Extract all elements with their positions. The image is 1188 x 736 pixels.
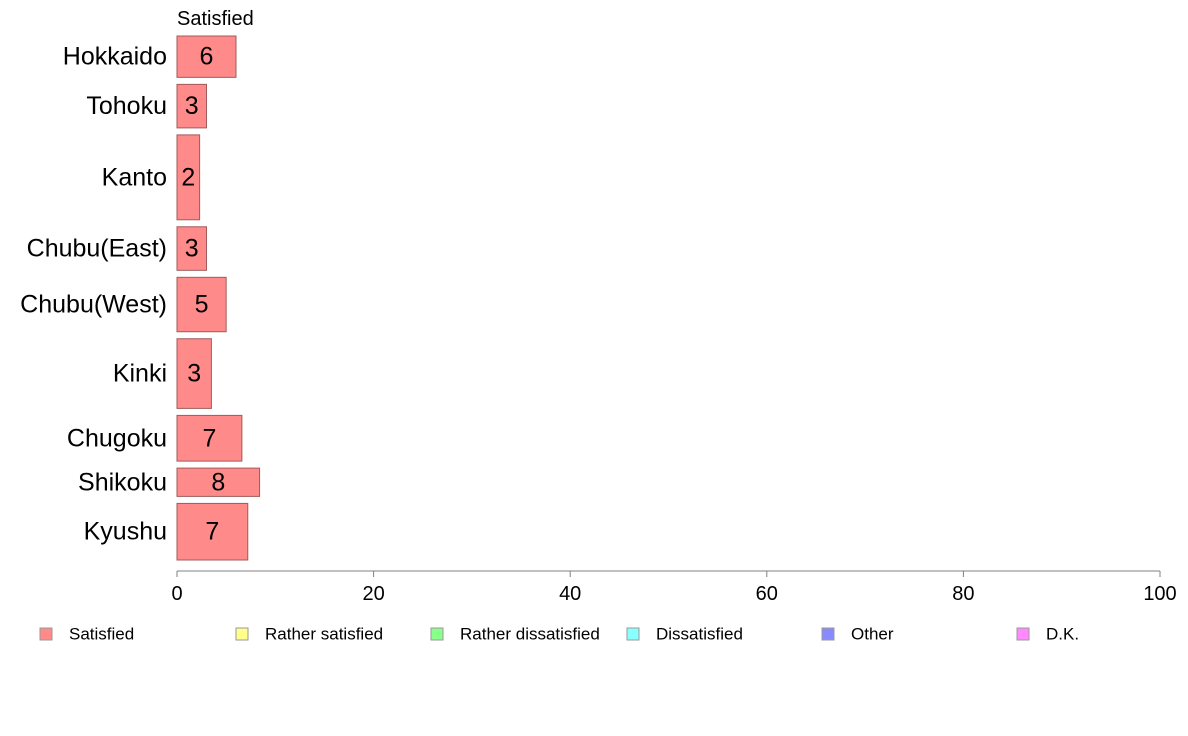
category-label-kinki: Kinki: [113, 360, 167, 388]
bar-chubu-west-s0: [176, 276, 227, 333]
category-label-chubu-west: Chubu(West): [20, 291, 167, 319]
series-header-label: Satisfied: [177, 8, 254, 30]
category-label-chugoku: Chugoku: [67, 424, 167, 452]
x-tick-label-80: 80: [952, 583, 974, 605]
legend-swatch-d-k: [1016, 627, 1030, 641]
legend-label-rather-dissatisfied: Rather dissatisfied: [460, 625, 600, 644]
data-label-kinki-s0: 3: [187, 360, 201, 388]
legend-swatch-other: [821, 627, 835, 641]
bar-chubu-east-s0: [176, 226, 207, 271]
bar-kyushu-s0: [176, 502, 249, 561]
legend: Satisfied Rather satisfied Rather dissatis…: [39, 625, 1079, 644]
category-label-kyushu: Kyushu: [84, 518, 167, 546]
category-label-hokkaido: Hokkaido: [63, 43, 167, 71]
legend-label-dissatisfied: Dissatisfied: [656, 625, 743, 644]
data-label-shikoku-s0: 8: [211, 468, 225, 496]
x-tick-label-40: 40: [559, 583, 581, 605]
bar-tohoku-s0: [176, 83, 207, 129]
legend-label-d-k: D.K.: [1046, 625, 1079, 644]
x-tick-label-60: 60: [756, 583, 778, 605]
data-label-chubu-west-s0: 5: [195, 291, 209, 319]
x-tick-label-20: 20: [362, 583, 384, 605]
legend-label-satisfied: Satisfied: [69, 625, 134, 644]
legend-swatch-rather-dissatisfied: [430, 627, 444, 641]
data-label-tohoku-s0: 3: [185, 92, 199, 120]
category-labels: Hokkaido Tohoku Kanto Chubu(East) Chubu(West…: [20, 43, 167, 546]
x-tick-label-100: 100: [1143, 583, 1176, 605]
data-label-kanto-s0: 2: [181, 163, 195, 191]
bar-kanto-s0: [176, 134, 201, 221]
bar-chugoku-s0: [176, 414, 243, 462]
x-axis: 0 20 40 60 80 100: [171, 570, 1177, 605]
category-label-kanto: Kanto: [102, 163, 167, 191]
legend-swatch-dissatisfied: [626, 627, 640, 641]
legend-label-other: Other: [851, 625, 894, 644]
legend-label-rather-satisfied: Rather satisfied: [265, 625, 383, 644]
bar-kinki-s0: [176, 338, 212, 409]
legend-swatch-rather-satisfied: [235, 627, 249, 641]
category-label-shikoku: Shikoku: [78, 468, 167, 496]
bar-hokkaido-s0: [176, 35, 237, 78]
data-label-chubu-east-s0: 3: [185, 235, 199, 263]
x-tick-label-0: 0: [171, 583, 182, 605]
data-label-kyushu-s0: 7: [205, 518, 219, 546]
category-label-tohoku: Tohoku: [86, 92, 167, 120]
data-label-hokkaido-s0: 6: [200, 43, 214, 71]
bar-shikoku-s0: [176, 467, 261, 497]
data-label-chugoku-s0: 7: [202, 424, 216, 452]
legend-swatch-satisfied: [39, 627, 53, 641]
category-label-chubu-east: Chubu(East): [27, 235, 167, 263]
